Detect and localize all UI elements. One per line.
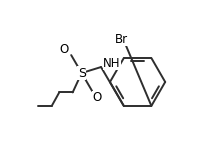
Text: O: O xyxy=(93,91,102,104)
Text: S: S xyxy=(78,67,86,79)
Text: NH: NH xyxy=(103,57,121,70)
Text: O: O xyxy=(60,43,69,56)
Text: Br: Br xyxy=(115,33,128,46)
